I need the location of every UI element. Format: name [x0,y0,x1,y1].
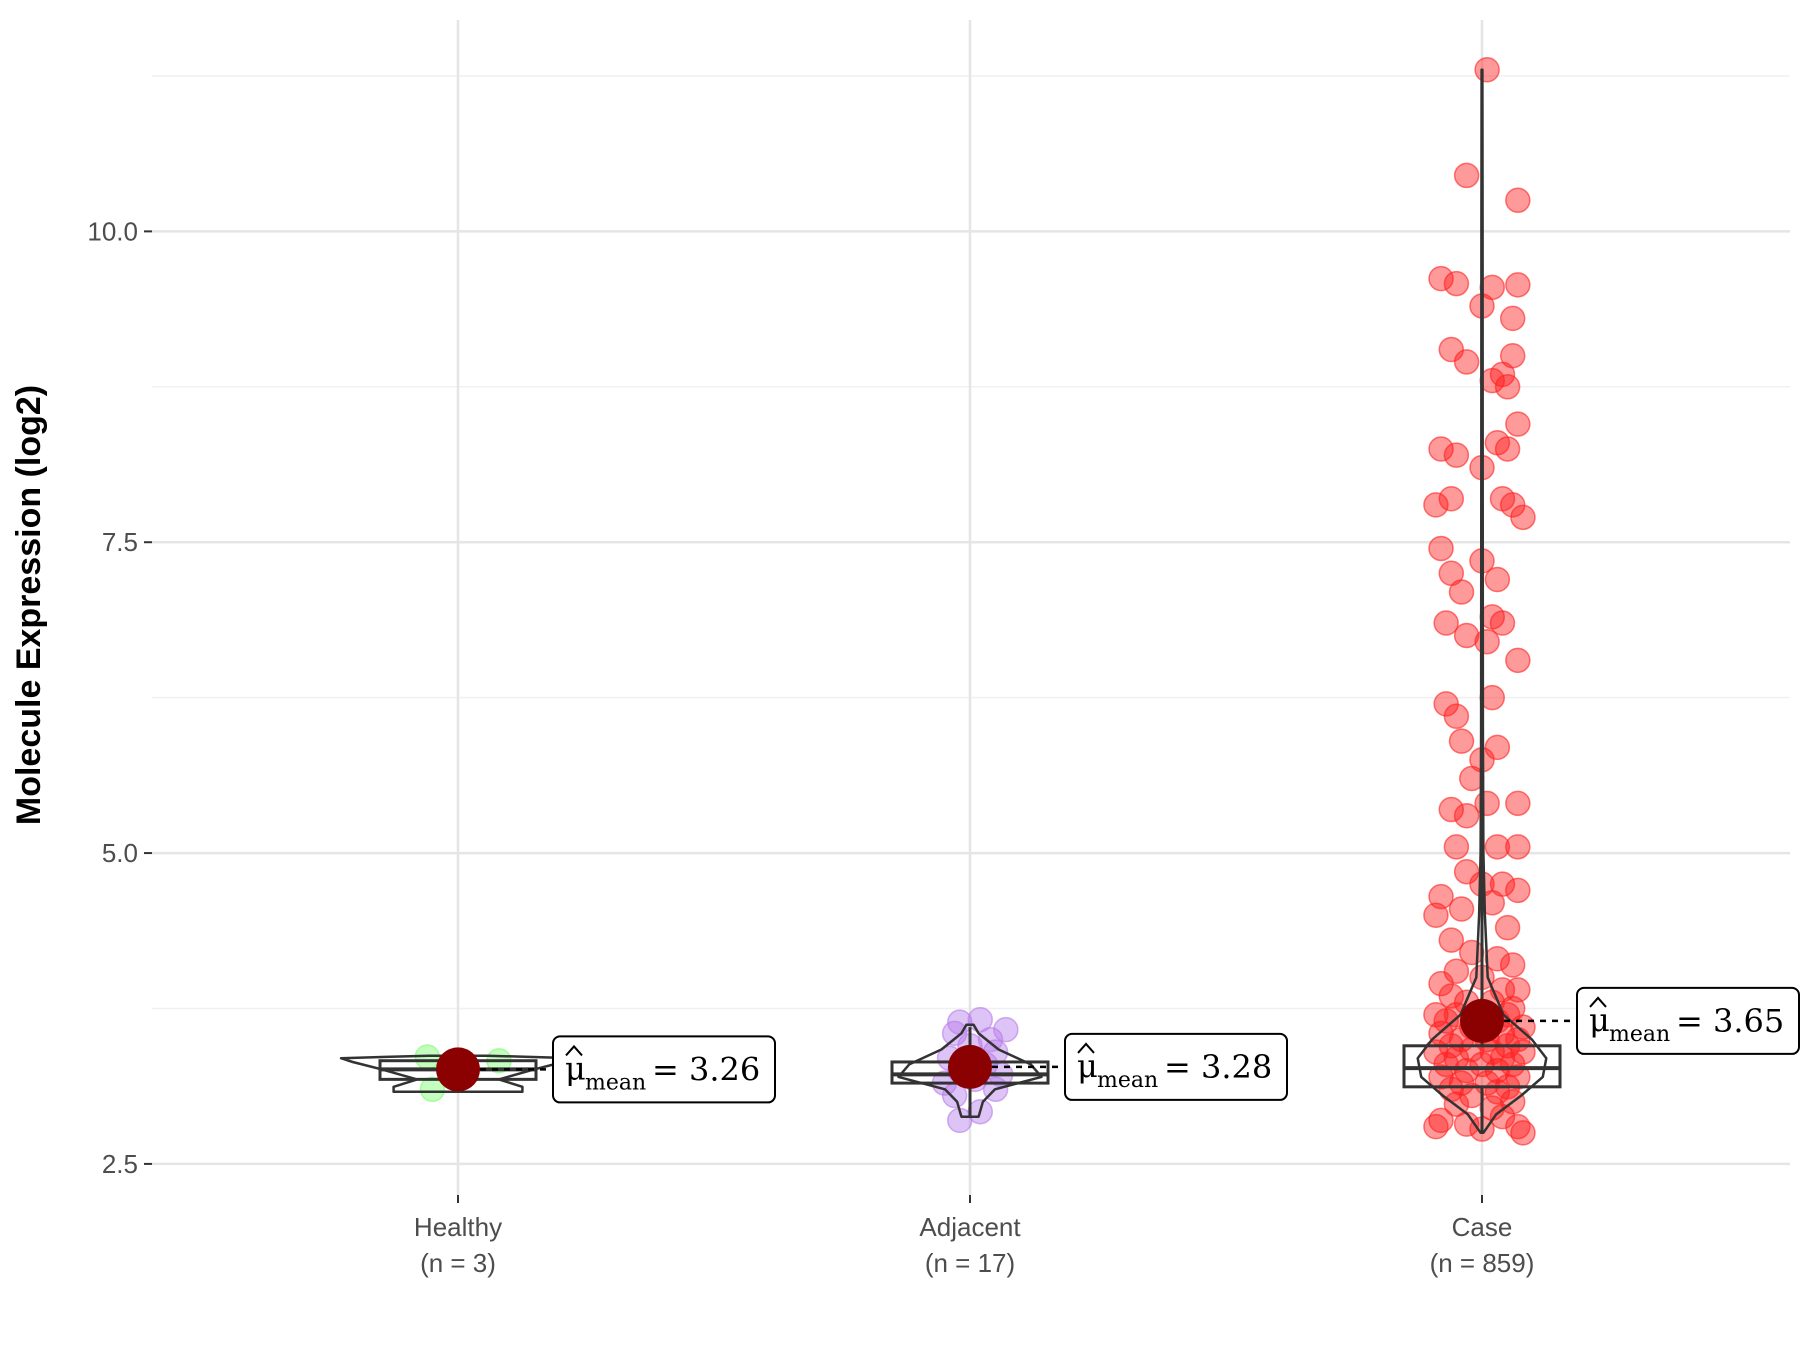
data-point [1505,877,1531,904]
mean-point [436,1047,480,1092]
data-point [1443,703,1470,730]
x-tick-label: Healthy [414,1212,502,1242]
data-point [1428,265,1454,292]
data-point [1448,728,1475,754]
data-point [1423,902,1449,928]
data-point [1428,436,1454,462]
data-point [1459,1082,1485,1109]
data-point [1428,535,1454,562]
y-tick-label: 7.5 [102,527,138,557]
data-point [1489,610,1516,636]
mean-hat [1077,1042,1095,1054]
x-tick-label: Case [1452,1212,1513,1242]
mean-symbol: μ [565,1049,586,1087]
data-point [1443,834,1470,860]
data-point [1433,1051,1459,1078]
mean-point [948,1044,992,1089]
data-point [1494,374,1521,400]
violin [339,1054,577,1094]
x-tick-count-label: (n = 17) [925,1248,1015,1278]
data-point [1453,622,1480,649]
data-point [1423,1113,1449,1140]
data-point [1505,1064,1531,1090]
mean-symbol: μ [1077,1047,1098,1085]
data-point [1474,628,1500,655]
data-point [1438,796,1465,823]
data-point [1448,579,1475,605]
mean-subscript: mean [1097,1068,1158,1093]
mean-label-box [552,1035,776,1104]
mean-hat [1589,996,1607,1008]
group-healthy: μ mean = 3.26 [339,1035,776,1104]
x-tick-label: Adjacent [919,1212,1021,1242]
data-point [1448,896,1475,922]
data-point [977,1026,1004,1053]
mean-value-label: = 3.28 [1164,1048,1272,1086]
data-point [967,1006,993,1033]
mean-point [1460,998,1504,1043]
mean-hat [565,1044,583,1057]
data-point [1438,927,1465,953]
x-tick-count-label: (n = 859) [1430,1248,1535,1278]
data-point [1433,610,1459,636]
data-point [1510,504,1536,531]
data-point [1423,492,1449,518]
mean-symbol: μ [1589,1001,1610,1039]
mean-label-box [1064,1032,1288,1101]
y-tick-label: 5.0 [102,838,138,868]
data-point [1443,442,1470,468]
data-point [1484,566,1511,593]
data-point [1489,1103,1516,1130]
data-point [1505,790,1531,817]
data-point [1453,349,1480,375]
axes: 2.5 5.0 7.5 10.0 Healthy (n = 3) Adjacent (n = … [87,216,1534,1278]
data-point [1453,803,1480,829]
y-tick-label: 2.5 [102,1149,138,1179]
x-tick-count-label: (n = 3) [420,1248,496,1278]
mean-value-label: = 3.65 [1676,1002,1784,1040]
data-point [1494,436,1521,462]
data-point [1484,734,1511,761]
data-point [1474,56,1500,83]
data-point [1494,914,1521,941]
data-point [1505,647,1531,674]
group-adjacent: μ mean = 3.28 [890,1006,1288,1134]
y-axis-label: Molecule Expression (log2) [10,385,48,825]
data-point [1453,1057,1480,1084]
group-case: μ mean = 3.65 [1402,56,1800,1146]
data-point [1510,1120,1536,1146]
y-tick-label: 10.0 [87,216,138,246]
data-point [1505,834,1531,860]
mean-value-label: = 3.26 [652,1050,760,1088]
mean-subscript: mean [1609,1022,1670,1047]
data-point [1443,270,1470,297]
violin [897,1023,1043,1118]
data-point [993,1016,1019,1043]
data-point [1484,946,1511,972]
data-point [419,1076,446,1103]
data-point [1505,411,1531,437]
data-point [1499,952,1526,978]
data-point [1505,187,1531,214]
groups: μ mean = 3.26 μ mean = 3.28μ mean = 3.65 [339,56,1800,1146]
mean-subscript: mean [585,1070,646,1095]
data-point [1505,272,1531,298]
data-point [1433,1008,1459,1034]
data-point [1453,162,1480,189]
data-point [1438,485,1465,512]
data-point [1499,305,1526,332]
data-point [1474,790,1500,817]
data-point [1484,834,1511,860]
mean-label-box [1576,986,1800,1055]
